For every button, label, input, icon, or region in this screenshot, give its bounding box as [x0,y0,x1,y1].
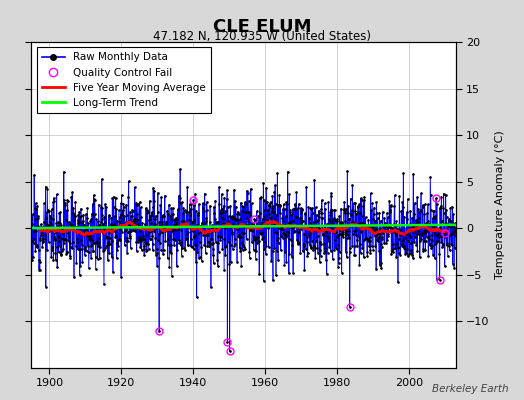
Legend: Raw Monthly Data, Quality Control Fail, Five Year Moving Average, Long-Term Tren: Raw Monthly Data, Quality Control Fail, … [37,47,211,113]
Y-axis label: Temperature Anomaly (°C): Temperature Anomaly (°C) [495,131,505,279]
Text: Berkeley Earth: Berkeley Earth [432,384,508,394]
Text: 47.182 N, 120.935 W (United States): 47.182 N, 120.935 W (United States) [153,30,371,43]
Text: CLE ELUM: CLE ELUM [213,18,311,36]
